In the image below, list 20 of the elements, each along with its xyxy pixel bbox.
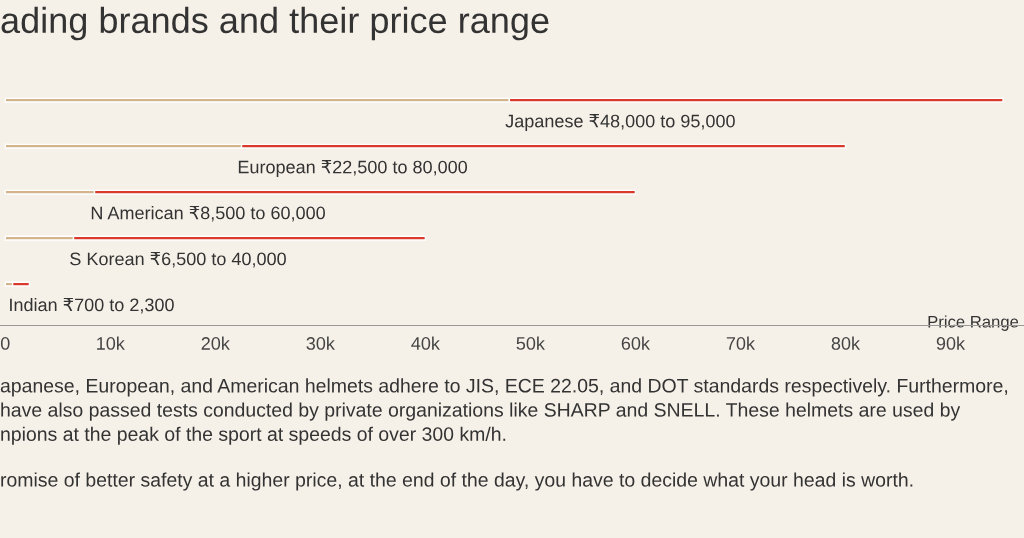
- x-tick-label: 80k: [831, 336, 861, 350]
- y-tick-label: Indian ₹700 to 2,300: [10, 297, 174, 314]
- y-tick-label: European ₹22,500 to 80,000: [238, 160, 468, 177]
- x-tick-label: 60k: [621, 336, 650, 350]
- x-tick-label: 50k: [516, 336, 545, 350]
- y-tick-label: N American ₹8,500 to 60,000: [91, 205, 325, 222]
- x-tick-label: 30k: [306, 336, 335, 350]
- x-tick-label: 20k: [201, 336, 230, 350]
- y-tick-label: S Korean ₹6,500 to 40,000: [70, 251, 286, 268]
- x-tick-label: 90k: [936, 336, 966, 350]
- chart-title: ading brands and their price range: [1, 6, 549, 41]
- x-tick-label: 40k: [411, 336, 440, 350]
- text: apanese, European, and American helmets adhere to JIS, ECE 22.05, and DOT standards respectively. Furthermore,: [0, 378, 1008, 397]
- y-tick-label: Japanese ₹48,000 to 95,000: [505, 114, 735, 132]
- x-tick-label: 10k: [97, 336, 125, 350]
- text: npions at the peak of the sport at speeds of over 300 km/h.: [1, 426, 506, 445]
- text: have also passed tests conducted by private organizations like SHARP and SNELL. These helmets are used by: [1, 402, 961, 421]
- text: romise of better safety at a higher price, at the end of the day, you have to decide what your head is worth.: [1, 472, 913, 491]
- x-tick-label: 0: [0, 337, 10, 350]
- x-tick-label: 70k: [726, 336, 756, 350]
